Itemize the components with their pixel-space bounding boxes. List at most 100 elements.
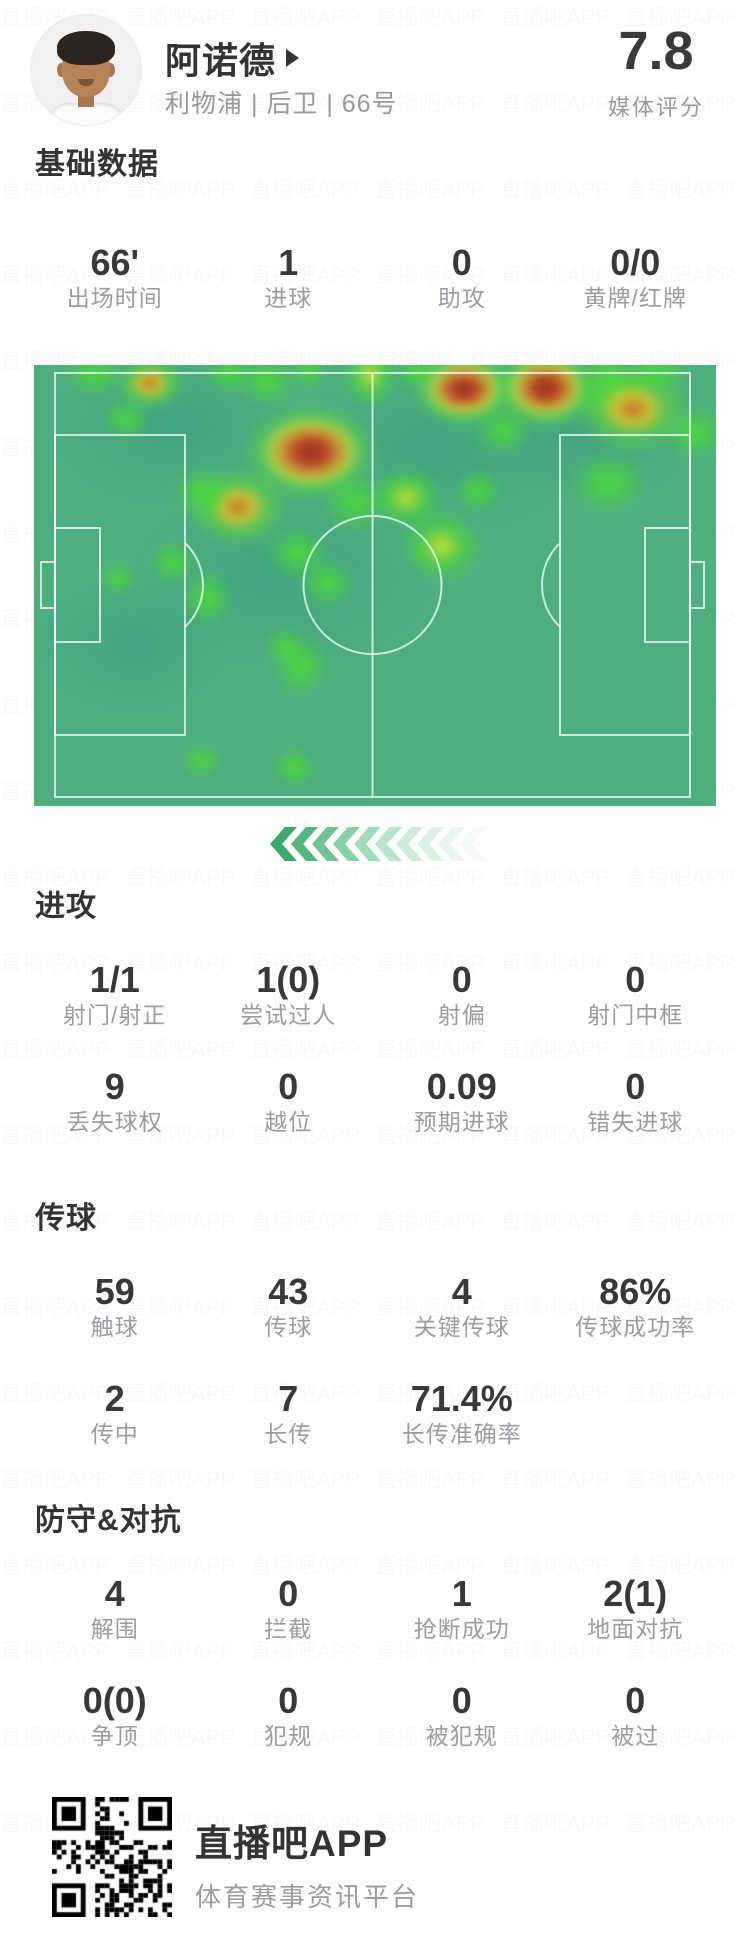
heat-blob bbox=[272, 747, 316, 787]
pitch-line-group bbox=[40, 372, 705, 798]
stat-cell: 86% 传球成功率 bbox=[549, 1271, 723, 1341]
stat-label: 关键传球 bbox=[413, 1314, 510, 1340]
stat-value: 0 bbox=[278, 1066, 299, 1107]
stat-value: 1/1 bbox=[89, 959, 140, 1000]
stat-cell: 4 关键传球 bbox=[375, 1271, 549, 1341]
section-title-passing: 传球 bbox=[35, 1202, 97, 1235]
pitch-six-yard-left bbox=[54, 527, 101, 643]
stat-value: 0 bbox=[451, 242, 472, 283]
stat-value: 0 bbox=[451, 959, 472, 1000]
stat-value: 86% bbox=[599, 1271, 672, 1312]
rating-value: 7.8 bbox=[618, 21, 694, 81]
stat-value: 0(0) bbox=[82, 1680, 147, 1721]
stat-value: 7 bbox=[278, 1378, 299, 1419]
rating-label: 媒体评分 bbox=[607, 95, 704, 120]
avatar-ear bbox=[106, 63, 115, 77]
footer-tagline: 体育赛事资讯平台 bbox=[195, 1882, 420, 1912]
stat-cell: 71.4% 长传准确率 bbox=[375, 1378, 549, 1448]
section-title-attack: 进攻 bbox=[35, 890, 97, 923]
rating-box: 7.8 媒体评分 bbox=[596, 22, 716, 122]
stat-label: 争顶 bbox=[90, 1723, 139, 1749]
stat-label: 传中 bbox=[90, 1421, 139, 1447]
stat-label: 进球 bbox=[264, 285, 313, 311]
stat-cell: 0 错失进球 bbox=[549, 1066, 723, 1136]
heat-blob bbox=[273, 635, 329, 699]
qr-code bbox=[52, 1797, 172, 1917]
stat-label: 长传准确率 bbox=[401, 1421, 522, 1447]
heatmap-pitch bbox=[34, 365, 716, 806]
stat-value: 9 bbox=[104, 1066, 125, 1107]
stat-label: 拦截 bbox=[264, 1616, 313, 1642]
stat-label: 尝试过人 bbox=[240, 1002, 337, 1028]
pitch-penalty-area-right bbox=[559, 434, 691, 736]
section-title-basic: 基础数据 bbox=[35, 148, 159, 181]
stat-cell: 66' 出场时间 bbox=[28, 243, 202, 312]
stat-value: 0 bbox=[625, 959, 646, 1000]
heat-blob bbox=[100, 561, 136, 595]
pitch-penalty-arc-right bbox=[541, 542, 561, 628]
chevron-left-icon bbox=[459, 827, 486, 861]
stat-label: 助攻 bbox=[437, 285, 486, 311]
stat-label: 长传 bbox=[264, 1421, 313, 1447]
stat-value: 0 bbox=[625, 1066, 646, 1107]
stat-value: 2 bbox=[104, 1378, 125, 1419]
stats-grid-basic: 66' 出场时间 1 进球 0 助攻 0/0 黄牌/红牌 bbox=[0, 242, 750, 312]
stat-cell: 1/1 射门/射正 bbox=[28, 959, 202, 1029]
stat-value: 71.4% bbox=[410, 1378, 513, 1419]
stat-value: 1 bbox=[451, 1573, 472, 1614]
pitch-goal-left bbox=[40, 561, 56, 609]
attack-direction-chevrons bbox=[0, 826, 750, 862]
stat-label: 预期进球 bbox=[413, 1109, 510, 1135]
heat-blob bbox=[568, 450, 648, 516]
stat-cell: 7 长传 bbox=[202, 1378, 376, 1448]
stat-label: 抢断成功 bbox=[413, 1616, 510, 1642]
pitch-six-yard-right bbox=[644, 527, 691, 643]
stat-cell: 0 助攻 bbox=[375, 242, 549, 312]
stat-value: 2(1) bbox=[603, 1573, 668, 1614]
stats-grid-passing: 59 触球 43 传球 4 关键传球 86% 传球成功率 2 传中 7 长传 71.4% 长传准确率 bbox=[0, 1271, 750, 1448]
stat-label: 越位 bbox=[264, 1109, 313, 1135]
stat-value: 4 bbox=[104, 1573, 125, 1614]
stat-label: 射门中框 bbox=[587, 1002, 684, 1028]
stat-label: 触球 bbox=[90, 1314, 139, 1340]
stat-cell: 0.09 预期进球 bbox=[375, 1066, 549, 1136]
heat-blob bbox=[173, 464, 233, 520]
stat-value: 0 bbox=[278, 1573, 299, 1614]
section-title-defense: 防守&对抗 bbox=[35, 1504, 182, 1537]
heat-blob bbox=[398, 507, 484, 583]
stat-cell: 43 传球 bbox=[202, 1271, 376, 1341]
stat-value: 0 bbox=[625, 1680, 646, 1721]
footer-app-name: 直播吧APP bbox=[195, 1823, 389, 1864]
stat-value: 43 bbox=[268, 1271, 309, 1312]
pitch-center-circle bbox=[302, 515, 443, 655]
app-footer: 直播吧APP 体育赛事资讯平台 bbox=[0, 1795, 750, 1927]
heat-blob bbox=[181, 568, 233, 628]
stat-label: 出场时间 bbox=[66, 285, 163, 311]
stat-label: 被过 bbox=[611, 1723, 660, 1749]
stat-value: 0 bbox=[451, 1680, 472, 1721]
stat-value: 4 bbox=[451, 1271, 472, 1312]
stat-label: 解围 bbox=[90, 1616, 139, 1642]
stat-cell: 0 被犯规 bbox=[375, 1680, 549, 1750]
chevron-right-icon bbox=[286, 49, 300, 67]
stats-grid-defense: 4 解围 0 拦截 1 抢断成功 2(1) 地面对抗 0(0) 争顶 0 犯规 0 被犯规 0 被过 bbox=[0, 1573, 750, 1750]
stat-value: 0/0 bbox=[610, 242, 661, 283]
stat-label: 传球 bbox=[264, 1314, 313, 1340]
stat-cell: 1(0) 尝试过人 bbox=[202, 960, 376, 1029]
stat-label: 犯规 bbox=[264, 1723, 313, 1749]
stat-cell: 2 传中 bbox=[28, 1378, 202, 1448]
stat-cell: 0 被过 bbox=[549, 1680, 723, 1750]
stat-value: 0.09 bbox=[426, 1066, 497, 1107]
avatar-ear bbox=[57, 63, 66, 77]
stat-cell: 0 犯规 bbox=[202, 1680, 376, 1750]
heat-blob bbox=[288, 365, 328, 388]
avatar-shirt bbox=[49, 103, 123, 125]
pitch-penalty-area-left bbox=[54, 434, 186, 736]
stat-value: 1 bbox=[278, 242, 299, 283]
player-name-link[interactable]: 阿诺德 bbox=[165, 32, 300, 84]
stat-label: 传球成功率 bbox=[575, 1314, 696, 1340]
stat-value: 0 bbox=[278, 1680, 299, 1721]
avatar-smile bbox=[78, 79, 94, 86]
stat-value: 59 bbox=[94, 1271, 135, 1312]
stat-label: 丢失球权 bbox=[66, 1109, 163, 1135]
